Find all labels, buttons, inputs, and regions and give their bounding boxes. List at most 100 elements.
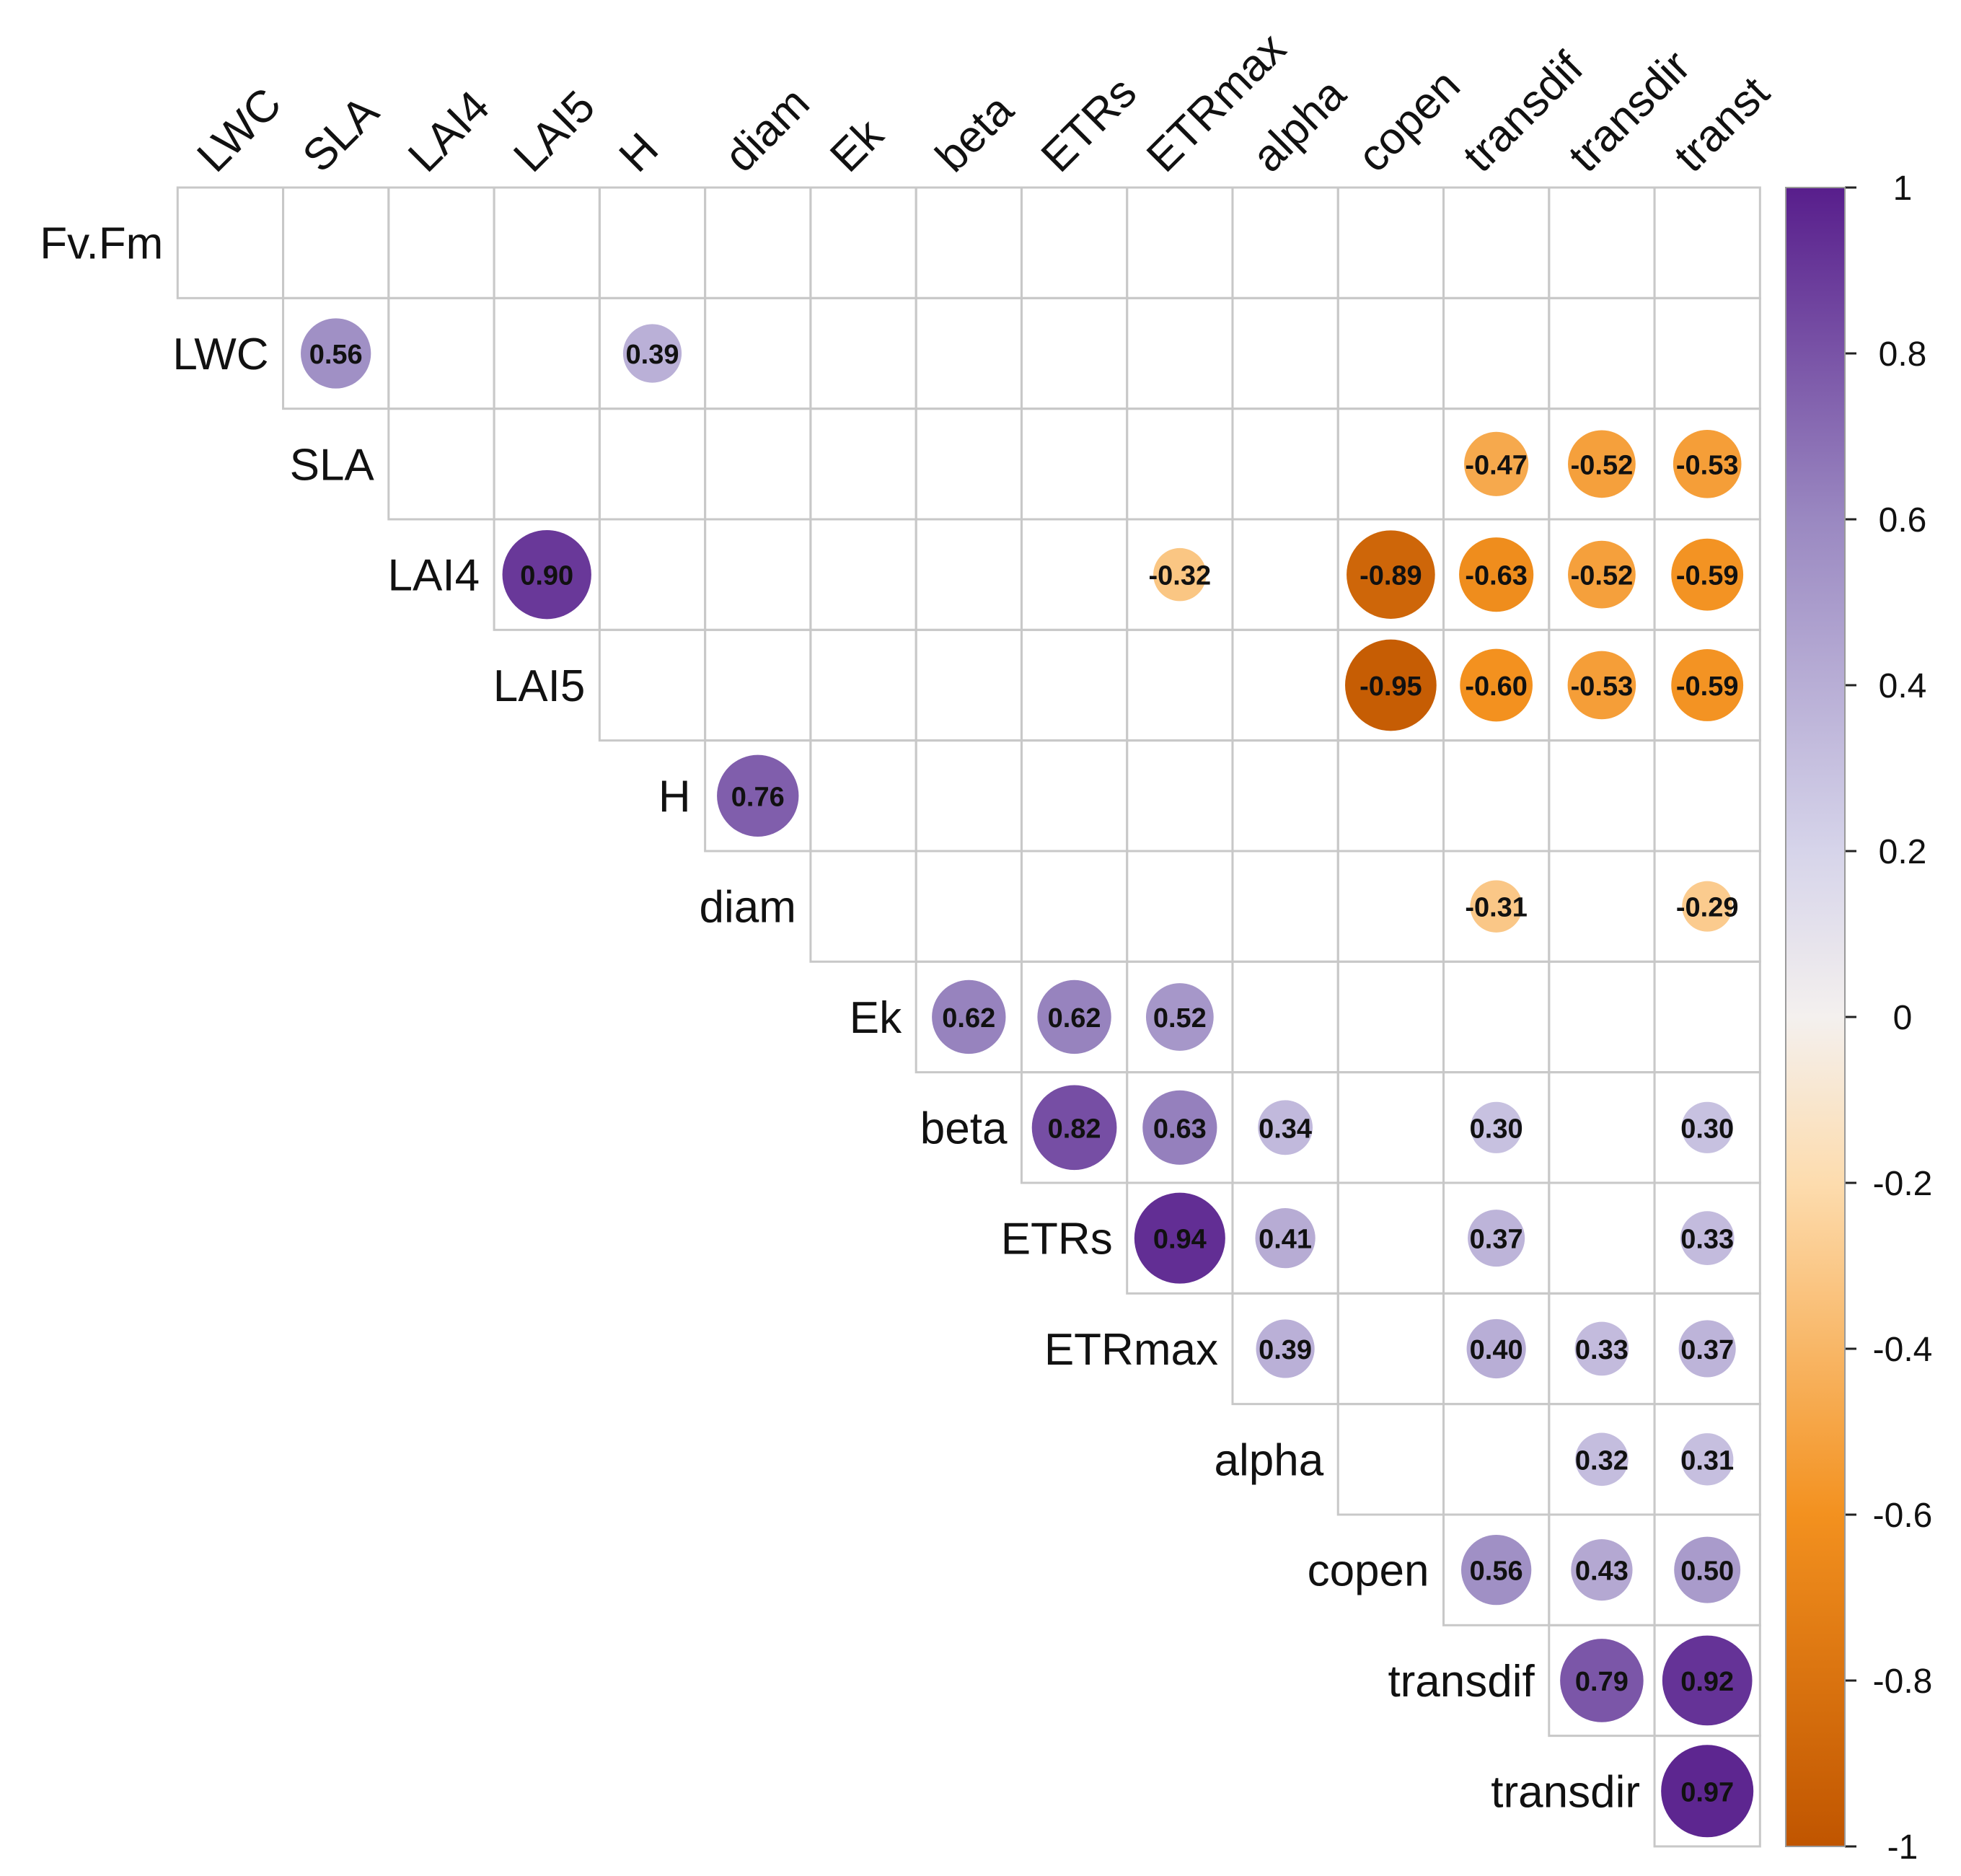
grid-cell bbox=[1020, 850, 1129, 963]
correlation-value: -0.53 bbox=[1571, 671, 1634, 702]
grid-cell bbox=[493, 186, 601, 299]
column-label: Ek bbox=[821, 109, 894, 182]
grid-cell bbox=[1336, 739, 1445, 853]
column-label: H bbox=[610, 123, 668, 181]
correlation-circle bbox=[1256, 1319, 1315, 1378]
grid-cell bbox=[1231, 186, 1339, 299]
correlation-value: -0.29 bbox=[1676, 893, 1739, 923]
correlation-circle bbox=[1466, 1318, 1526, 1379]
grid-cell bbox=[1548, 739, 1656, 853]
row-label: Ek bbox=[850, 993, 902, 1043]
correlation-value: 0.56 bbox=[309, 340, 363, 370]
grid-cell bbox=[809, 628, 917, 742]
correlation-value: 0.97 bbox=[1680, 1777, 1734, 1807]
grid-cell bbox=[1548, 1071, 1656, 1184]
grid-cell bbox=[493, 408, 601, 521]
correlation-value: 0.39 bbox=[626, 340, 679, 370]
correlation-value: 0.32 bbox=[1575, 1445, 1629, 1476]
row-label: ETRs bbox=[1001, 1215, 1113, 1264]
row-label: transdif bbox=[1388, 1657, 1535, 1707]
grid-cell bbox=[176, 186, 285, 299]
grid-cell bbox=[1653, 1735, 1761, 1848]
correlation-circles bbox=[301, 318, 1754, 1838]
grid-cell bbox=[1336, 850, 1445, 963]
grid-cell bbox=[1336, 1181, 1445, 1295]
grid-cell bbox=[915, 408, 1023, 521]
correlation-circle bbox=[1678, 1320, 1736, 1378]
grid-cell bbox=[915, 518, 1023, 631]
grid-cell bbox=[915, 296, 1023, 410]
grid-cell bbox=[1336, 408, 1445, 521]
colorbar-tick-label: -1 bbox=[1887, 1828, 1918, 1867]
correlation-value: 0.30 bbox=[1680, 1114, 1734, 1144]
grid-cell bbox=[704, 518, 812, 631]
grid-cell bbox=[704, 408, 812, 521]
correlation-circle bbox=[1682, 881, 1733, 932]
correlation-circle bbox=[1037, 979, 1111, 1054]
grid-cell bbox=[1548, 850, 1656, 963]
correlation-value: -0.52 bbox=[1571, 450, 1634, 480]
grid-cell bbox=[1548, 186, 1656, 299]
column-label: ETRs bbox=[1032, 68, 1146, 182]
correlation-circle bbox=[1680, 1433, 1734, 1486]
correlation-circle bbox=[1575, 1432, 1629, 1487]
grid-cell bbox=[598, 628, 707, 742]
grid-cell bbox=[1020, 518, 1129, 631]
grid-cell bbox=[915, 739, 1023, 853]
correlation-circle bbox=[1145, 983, 1214, 1051]
grid-cell bbox=[1231, 518, 1339, 631]
colorbar-tick-label: 0.8 bbox=[1879, 335, 1927, 374]
correlation-circle bbox=[1681, 1101, 1733, 1153]
colorbar-tick-label: 0.2 bbox=[1879, 833, 1927, 871]
correlation-circle bbox=[1661, 1745, 1754, 1838]
correlation-circle bbox=[1574, 1321, 1629, 1376]
colorbar-gradient-bar bbox=[1786, 188, 1845, 1846]
colorbar-tick-label: 0.4 bbox=[1879, 667, 1927, 705]
grid-cell bbox=[1020, 628, 1129, 742]
row-label: H bbox=[658, 772, 691, 822]
correlation-circle bbox=[1258, 1100, 1313, 1155]
column-label: transdif bbox=[1454, 43, 1593, 182]
grid-cell bbox=[1548, 1181, 1656, 1295]
grid-cell bbox=[1336, 1292, 1445, 1406]
correlation-value: 0.56 bbox=[1470, 1556, 1523, 1587]
grid-cell bbox=[387, 408, 495, 521]
grid-cell bbox=[598, 408, 707, 521]
colorbar-tick-label: -0.6 bbox=[1873, 1497, 1933, 1535]
colorbar-tick-label: -0.4 bbox=[1873, 1331, 1933, 1369]
grid-cell bbox=[1231, 739, 1339, 853]
grid-cell bbox=[493, 296, 601, 410]
correlation-value: -0.60 bbox=[1465, 671, 1528, 702]
correlation-circle bbox=[932, 979, 1006, 1054]
correlation-circle bbox=[622, 324, 682, 383]
colorbar-border bbox=[1785, 187, 1846, 1847]
grid-cell bbox=[809, 408, 917, 521]
grid-cell bbox=[1336, 960, 1445, 1074]
correlation-value: 0.31 bbox=[1680, 1445, 1734, 1476]
correlation-value: 0.50 bbox=[1680, 1556, 1734, 1587]
row-label: alpha bbox=[1215, 1435, 1324, 1485]
correlation-value: 0.30 bbox=[1470, 1114, 1523, 1144]
grid bbox=[176, 186, 1761, 1848]
row-label: LAI5 bbox=[493, 661, 586, 711]
row-label: Fv.Fm bbox=[40, 219, 163, 269]
grid-cell bbox=[915, 628, 1023, 742]
correlation-circle bbox=[1468, 1210, 1525, 1267]
correlation-value: 0.76 bbox=[731, 782, 785, 812]
correlation-circle bbox=[1459, 537, 1534, 612]
grid-cell bbox=[1126, 628, 1234, 742]
correlation-value: 0.33 bbox=[1680, 1225, 1734, 1255]
grid-cell bbox=[1020, 186, 1129, 299]
correlation-value: 0.34 bbox=[1259, 1114, 1312, 1144]
correlation-value: -0.52 bbox=[1571, 561, 1634, 591]
row-label: diam bbox=[699, 883, 796, 933]
grid-cell bbox=[1336, 1071, 1445, 1184]
correlation-circle bbox=[1255, 1208, 1316, 1269]
correlation-value: 0.90 bbox=[520, 561, 573, 591]
correlation-value: 0.39 bbox=[1259, 1335, 1312, 1365]
row-label: copen bbox=[1308, 1546, 1429, 1596]
grid-cell bbox=[1653, 739, 1761, 853]
correlation-value: -0.95 bbox=[1360, 671, 1422, 702]
correlation-values: 0.56 0.39 -0.47 -0.52 -0.53 0.90 -0.32 -0.89 -0.… bbox=[309, 340, 1739, 1807]
